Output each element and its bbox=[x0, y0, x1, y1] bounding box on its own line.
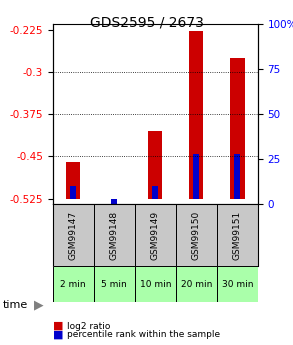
Text: ▶: ▶ bbox=[34, 299, 43, 312]
Text: 30 min: 30 min bbox=[222, 279, 253, 288]
FancyBboxPatch shape bbox=[217, 266, 258, 302]
FancyBboxPatch shape bbox=[135, 204, 176, 266]
FancyBboxPatch shape bbox=[217, 204, 258, 266]
FancyBboxPatch shape bbox=[94, 204, 135, 266]
Text: GDS2595 / 2673: GDS2595 / 2673 bbox=[90, 16, 203, 30]
FancyBboxPatch shape bbox=[135, 266, 176, 302]
Bar bbox=[230, 58, 244, 199]
Text: ■: ■ bbox=[53, 321, 63, 331]
Text: GSM99151: GSM99151 bbox=[233, 210, 242, 260]
Bar bbox=[189, 31, 204, 199]
Bar bbox=[234, 154, 240, 199]
Bar bbox=[193, 154, 199, 199]
FancyBboxPatch shape bbox=[53, 266, 94, 302]
Bar bbox=[152, 186, 158, 199]
FancyBboxPatch shape bbox=[176, 204, 217, 266]
Text: 20 min: 20 min bbox=[180, 279, 212, 288]
FancyBboxPatch shape bbox=[94, 266, 135, 302]
Text: percentile rank within the sample: percentile rank within the sample bbox=[67, 330, 221, 339]
FancyBboxPatch shape bbox=[176, 266, 217, 302]
Text: 10 min: 10 min bbox=[139, 279, 171, 288]
FancyBboxPatch shape bbox=[53, 204, 94, 266]
Bar bbox=[70, 186, 76, 199]
Text: 2 min: 2 min bbox=[60, 279, 86, 288]
Text: log2 ratio: log2 ratio bbox=[67, 322, 111, 331]
Text: GSM99147: GSM99147 bbox=[69, 210, 78, 260]
Bar bbox=[66, 162, 80, 199]
Text: ■: ■ bbox=[53, 330, 63, 339]
Text: GSM99150: GSM99150 bbox=[192, 210, 201, 260]
Bar bbox=[148, 131, 162, 199]
Bar bbox=[111, 199, 117, 204]
Text: GSM99149: GSM99149 bbox=[151, 210, 160, 260]
Text: GSM99148: GSM99148 bbox=[110, 210, 119, 260]
Text: 5 min: 5 min bbox=[101, 279, 127, 288]
Text: time: time bbox=[3, 300, 28, 310]
